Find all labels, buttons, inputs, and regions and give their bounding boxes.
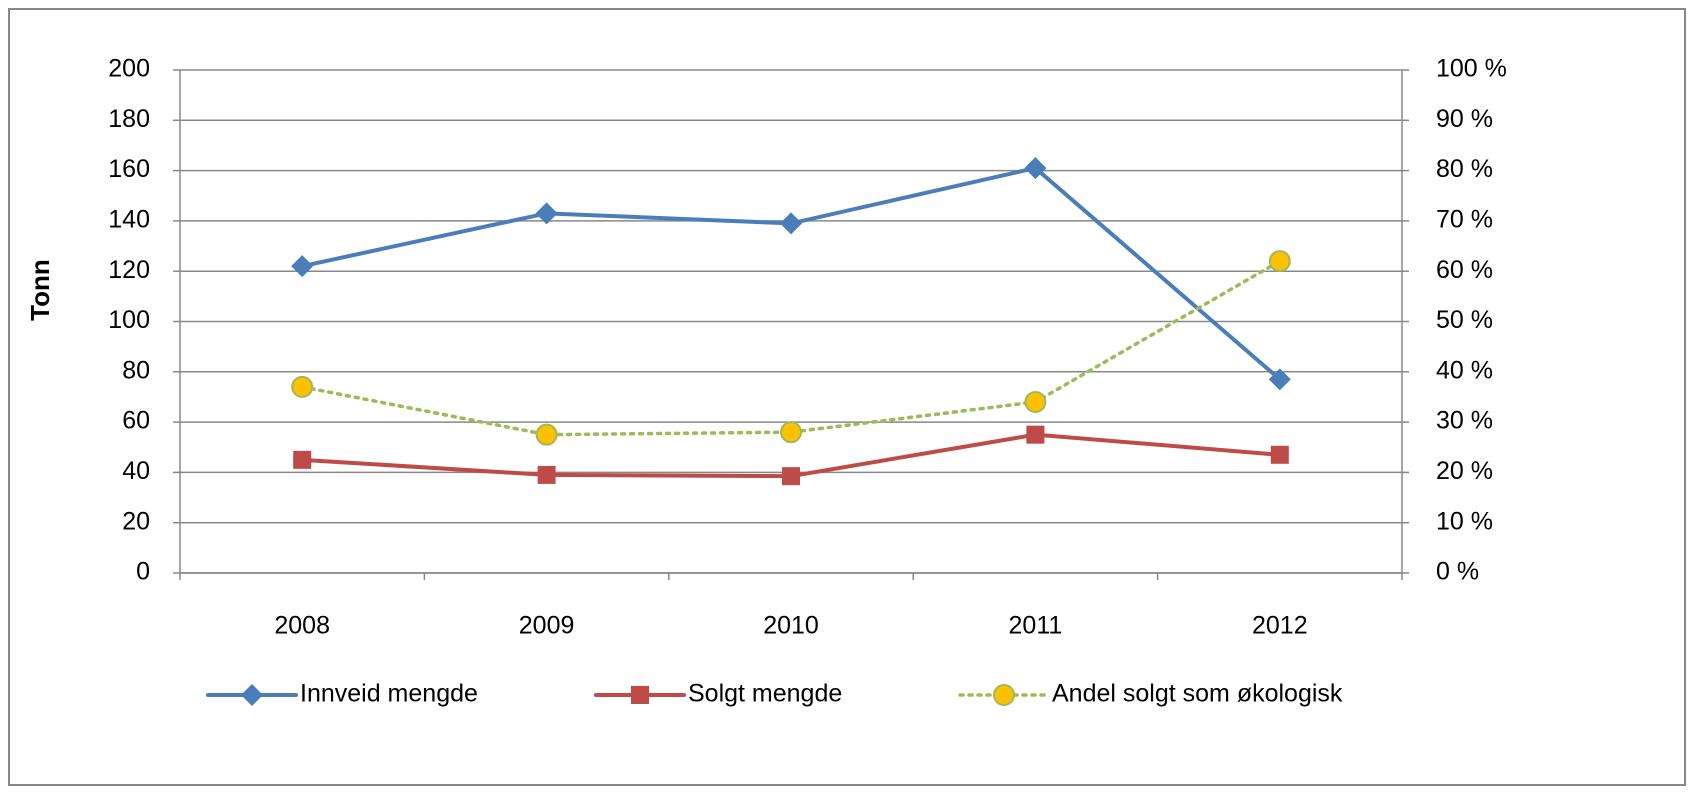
x-tick-label: 2012 <box>1252 612 1308 640</box>
y2-tick-label: 90 % <box>1436 105 1493 133</box>
point <box>780 212 802 235</box>
point <box>1268 250 1291 273</box>
legend-marker <box>241 684 263 706</box>
point <box>291 255 314 278</box>
y-tick-label: 80 <box>122 356 150 384</box>
chart-border <box>8 8 1686 786</box>
y-tick-label: 140 <box>108 206 150 234</box>
point <box>782 467 800 486</box>
point <box>1024 390 1047 413</box>
point <box>291 375 314 398</box>
x-tick-label: 2009 <box>519 612 575 640</box>
point <box>1268 368 1291 391</box>
y-tick-label: 180 <box>108 105 150 133</box>
y2-tick-label: 80 % <box>1436 155 1493 183</box>
point <box>537 465 556 484</box>
y2-tick-label: 40 % <box>1436 356 1493 384</box>
y-axis-label: Tonn <box>25 259 55 321</box>
y2-tick-label: 10 % <box>1436 507 1493 535</box>
y2-tick-label: 30 % <box>1436 407 1493 435</box>
y2-tick-label: 70 % <box>1436 206 1493 234</box>
legend-marker <box>993 684 1015 706</box>
legend-marker <box>631 686 649 704</box>
legend-label: Innveid mengde <box>300 680 478 708</box>
y-tick-label: 100 <box>108 306 150 334</box>
y-tick-label: 200 <box>108 55 150 83</box>
y-tick-label: 60 <box>122 407 150 435</box>
point <box>293 450 312 469</box>
y-tick-label: 160 <box>108 155 150 183</box>
point <box>535 202 558 225</box>
x-tick-label: 2010 <box>763 612 819 640</box>
legend-label: Andel solgt som økologisk <box>1052 680 1343 708</box>
point <box>1270 445 1289 464</box>
y2-tick-label: 100 % <box>1436 55 1507 83</box>
legend-label: Solgt mengde <box>688 680 842 708</box>
y2-tick-label: 50 % <box>1436 306 1493 334</box>
y2-tick-label: 20 % <box>1436 457 1493 485</box>
point <box>1024 157 1047 180</box>
point <box>780 421 802 444</box>
point <box>535 423 558 446</box>
y-tick-label: 40 <box>122 457 150 485</box>
y-tick-label: 120 <box>108 256 150 284</box>
x-tick-label: 2011 <box>1009 612 1063 640</box>
x-tick-label: 2008 <box>274 612 330 640</box>
y2-tick-label: 60 % <box>1436 256 1493 284</box>
point <box>1026 425 1045 444</box>
y2-tick-label: 0 % <box>1436 558 1479 586</box>
y-tick-label: 0 <box>136 558 150 586</box>
y-tick-label: 20 <box>122 507 150 535</box>
